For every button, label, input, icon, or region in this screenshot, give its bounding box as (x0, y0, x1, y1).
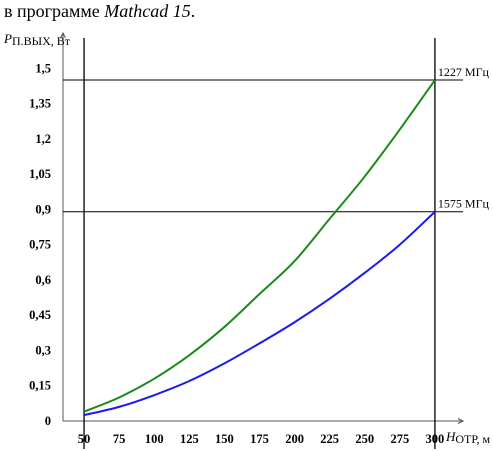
y-tick-label: 0,9 (35, 202, 51, 216)
y-tick-label: 0 (45, 414, 51, 428)
y-tick-label: 0,15 (29, 379, 51, 393)
y-tick-label: 0,75 (29, 238, 51, 252)
caption-prefix: в программе (4, 1, 105, 21)
y-tick-label: 0,6 (35, 273, 51, 287)
x-tick-label: 275 (390, 432, 409, 446)
x-tick-label: 50 (78, 432, 91, 446)
series-line-0 (83, 79, 436, 413)
x-axis-symbol: H (445, 429, 456, 444)
x-tick-label: 200 (285, 432, 304, 446)
x-axis-sub: ОТР, м (455, 432, 490, 446)
x-tick-label: 100 (145, 432, 164, 446)
y-axis-sub: П.ВЫХ, Вт (12, 34, 71, 48)
y-axis-arrow (60, 31, 66, 39)
series-label-1: 1575 МГц (438, 197, 490, 211)
reference-lines (63, 38, 463, 449)
axes-frame (60, 31, 465, 424)
x-tick-label: 175 (250, 432, 269, 446)
x-tick-label: 225 (320, 432, 339, 446)
x-axis-arrow (457, 418, 465, 424)
x-tick-label: 125 (180, 432, 199, 446)
x-axis-label: HОТР, м (445, 429, 491, 446)
caption: в программе Mathcad 15. (4, 0, 195, 22)
y-tick-label: 1,5 (35, 61, 51, 75)
caption-suffix: . (190, 1, 196, 21)
x-tick-label: 75 (113, 432, 126, 446)
y-axis-symbol: P (3, 31, 12, 46)
y-tick-label: 1,35 (29, 97, 51, 111)
series-line-1 (83, 210, 436, 417)
y-tick-label: 1,05 (29, 167, 51, 181)
y-tick-label: 0,3 (35, 343, 51, 357)
y-axis-label: PП.ВЫХ, Вт (3, 31, 71, 48)
x-tick-labels: 50 75 100 125 150 175 200 225 250 275 300 (78, 432, 445, 446)
curve-labels: 1227 МГц 1575 МГц (438, 65, 490, 211)
x-tick-label: 250 (355, 432, 374, 446)
y-tick-label: 0,45 (29, 308, 51, 322)
y-tick-labels: 0 0,15 0,3 0,45 0,6 0,75 0,9 1,05 1,2 1,35 1,5 (29, 61, 51, 428)
y-tick-label: 1,2 (35, 132, 51, 146)
x-tick-label: 300 (426, 432, 445, 446)
series-curves (83, 79, 436, 417)
series-label-0: 1227 МГц (438, 65, 490, 79)
caption-app: Mathcad 15 (104, 1, 191, 21)
x-tick-label: 150 (215, 432, 234, 446)
